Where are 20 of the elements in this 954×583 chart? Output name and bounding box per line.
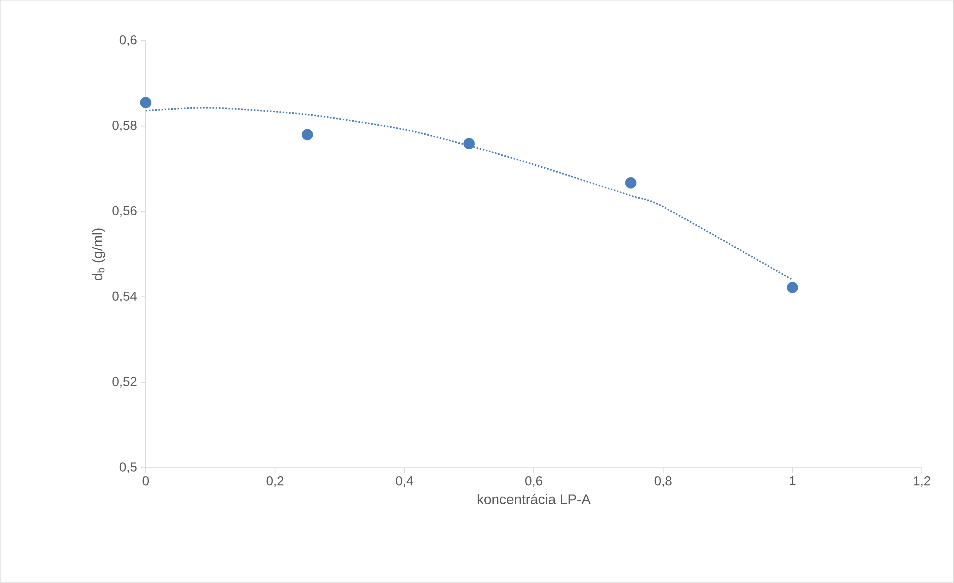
x-tick-label: 0,6 — [526, 476, 542, 488]
point — [302, 129, 314, 141]
y-tick-label: 0,56 — [112, 206, 137, 218]
point — [625, 177, 637, 189]
x-axis-title: koncentrácia LP-A — [478, 494, 591, 505]
point — [140, 97, 152, 109]
y-tick-label: 0,6 — [120, 36, 137, 46]
y-tick-label: 0,52 — [112, 377, 137, 388]
point — [464, 138, 476, 150]
x-tick-label: 0,8 — [654, 476, 672, 488]
x-tick-label: 0,4 — [396, 476, 414, 488]
x-tick-label: 0,2 — [266, 476, 284, 488]
x-tick-label: 1,2 — [914, 476, 930, 488]
y-tick-label: 0,5 — [120, 462, 137, 474]
y-axis-title: d$_{b}$ (g/ml) — [92, 228, 106, 281]
point — [787, 282, 798, 294]
x-tick-label: 0 — [142, 476, 150, 486]
x-tick-label: 1 — [790, 476, 796, 486]
y-tick-label: 0,58 — [112, 121, 137, 132]
y-tick-label: 0,54 — [112, 292, 138, 303]
